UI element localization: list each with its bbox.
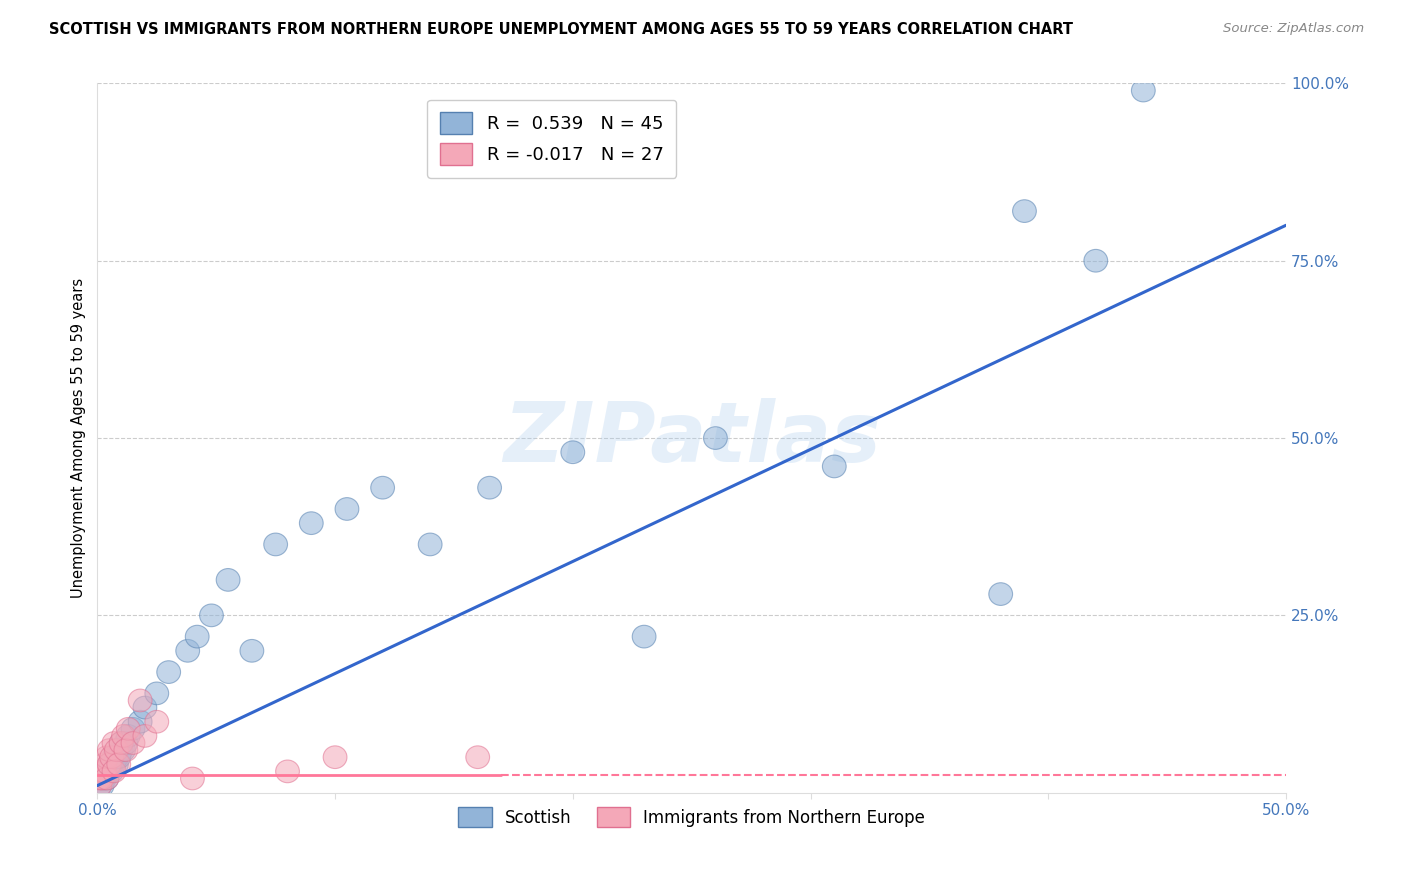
Ellipse shape — [117, 717, 141, 740]
Ellipse shape — [1012, 200, 1036, 222]
Ellipse shape — [264, 533, 288, 556]
Ellipse shape — [561, 441, 585, 464]
Ellipse shape — [418, 533, 441, 556]
Ellipse shape — [121, 717, 145, 740]
Ellipse shape — [145, 682, 169, 705]
Ellipse shape — [97, 753, 121, 776]
Ellipse shape — [1084, 250, 1108, 272]
Ellipse shape — [110, 731, 134, 755]
Ellipse shape — [103, 753, 127, 776]
Ellipse shape — [96, 767, 118, 789]
Ellipse shape — [103, 760, 127, 782]
Ellipse shape — [100, 746, 124, 769]
Ellipse shape — [335, 498, 359, 520]
Ellipse shape — [111, 739, 135, 762]
Ellipse shape — [93, 753, 117, 776]
Ellipse shape — [93, 760, 117, 782]
Ellipse shape — [96, 767, 118, 789]
Ellipse shape — [96, 760, 118, 782]
Ellipse shape — [103, 746, 127, 769]
Text: Source: ZipAtlas.com: Source: ZipAtlas.com — [1223, 22, 1364, 36]
Ellipse shape — [97, 753, 121, 776]
Ellipse shape — [100, 760, 124, 782]
Ellipse shape — [176, 640, 200, 662]
Ellipse shape — [90, 760, 114, 782]
Ellipse shape — [100, 753, 124, 776]
Ellipse shape — [200, 604, 224, 627]
Ellipse shape — [104, 739, 128, 762]
Ellipse shape — [323, 746, 347, 769]
Ellipse shape — [823, 455, 846, 478]
Ellipse shape — [633, 625, 657, 648]
Ellipse shape — [87, 774, 111, 797]
Ellipse shape — [107, 753, 131, 776]
Ellipse shape — [111, 724, 135, 747]
Ellipse shape — [703, 426, 727, 450]
Ellipse shape — [186, 625, 209, 648]
Ellipse shape — [114, 731, 138, 755]
Ellipse shape — [93, 767, 117, 789]
Ellipse shape — [104, 746, 128, 769]
Ellipse shape — [217, 568, 240, 591]
Ellipse shape — [240, 640, 264, 662]
Ellipse shape — [180, 767, 204, 789]
Ellipse shape — [90, 767, 114, 789]
Text: SCOTTISH VS IMMIGRANTS FROM NORTHERN EUROPE UNEMPLOYMENT AMONG AGES 55 TO 59 YEA: SCOTTISH VS IMMIGRANTS FROM NORTHERN EUR… — [49, 22, 1073, 37]
Ellipse shape — [104, 753, 128, 776]
Ellipse shape — [93, 760, 117, 782]
Ellipse shape — [87, 767, 111, 789]
Ellipse shape — [157, 661, 180, 683]
Y-axis label: Unemployment Among Ages 55 to 59 years: Unemployment Among Ages 55 to 59 years — [72, 278, 86, 599]
Ellipse shape — [145, 710, 169, 733]
Ellipse shape — [988, 582, 1012, 606]
Ellipse shape — [465, 746, 489, 769]
Ellipse shape — [90, 774, 114, 797]
Ellipse shape — [121, 731, 145, 755]
Ellipse shape — [134, 724, 157, 747]
Text: ZIPatlas: ZIPatlas — [503, 398, 880, 478]
Ellipse shape — [128, 710, 152, 733]
Ellipse shape — [117, 724, 141, 747]
Ellipse shape — [276, 760, 299, 782]
Ellipse shape — [110, 731, 134, 755]
Ellipse shape — [110, 739, 134, 762]
Ellipse shape — [478, 476, 502, 499]
Ellipse shape — [107, 746, 131, 769]
Ellipse shape — [128, 690, 152, 712]
Ellipse shape — [103, 731, 127, 755]
Ellipse shape — [114, 739, 138, 762]
Ellipse shape — [97, 760, 121, 782]
Ellipse shape — [97, 739, 121, 762]
Legend: Scottish, Immigrants from Northern Europe: Scottish, Immigrants from Northern Europ… — [451, 800, 932, 834]
Ellipse shape — [371, 476, 395, 499]
Ellipse shape — [90, 767, 114, 789]
Ellipse shape — [299, 512, 323, 534]
Ellipse shape — [96, 746, 118, 769]
Ellipse shape — [87, 774, 111, 797]
Ellipse shape — [134, 696, 157, 719]
Ellipse shape — [1132, 79, 1156, 102]
